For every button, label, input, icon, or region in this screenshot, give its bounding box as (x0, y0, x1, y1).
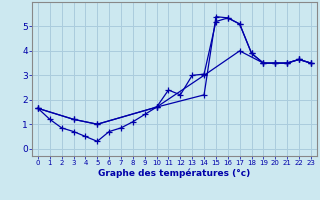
X-axis label: Graphe des températures (°c): Graphe des températures (°c) (98, 169, 251, 178)
